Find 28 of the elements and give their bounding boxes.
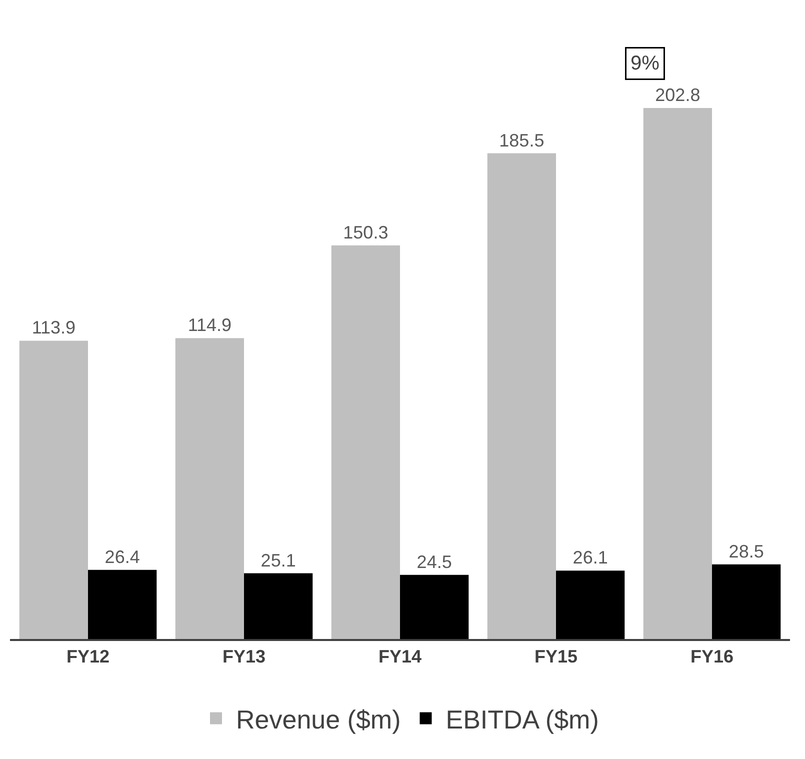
x-tick-label: FY15 (534, 646, 578, 667)
data-label: 202.8 (655, 84, 700, 105)
bar (400, 574, 469, 639)
data-label: 185.5 (499, 130, 544, 150)
bar (487, 153, 556, 639)
text: 9% (630, 52, 660, 74)
legend-label: Revenue ($m) (236, 704, 401, 734)
bar (244, 573, 313, 639)
x-tick-label: FY13 (222, 646, 266, 667)
data-label: 150.3 (343, 222, 388, 242)
data-label: 26.1 (572, 548, 608, 568)
bar (712, 564, 781, 639)
bar (556, 570, 625, 639)
bar (643, 108, 712, 639)
x-tick-label: FY12 (66, 646, 110, 667)
legend-label: EBITDA ($m) (446, 704, 599, 734)
data-label: 25.1 (260, 550, 296, 570)
bar (331, 245, 400, 639)
bar (88, 570, 157, 639)
data-label: 113.9 (32, 318, 76, 338)
bar (19, 340, 88, 639)
data-label: 26.4 (104, 546, 140, 567)
x-tick-label: FY16 (690, 646, 734, 667)
data-label: 24.5 (416, 552, 452, 572)
bar (175, 338, 244, 639)
x-tick-label: FY14 (378, 646, 422, 667)
data-label: 28.5 (728, 541, 764, 562)
data-label: 114.9 (188, 315, 232, 336)
